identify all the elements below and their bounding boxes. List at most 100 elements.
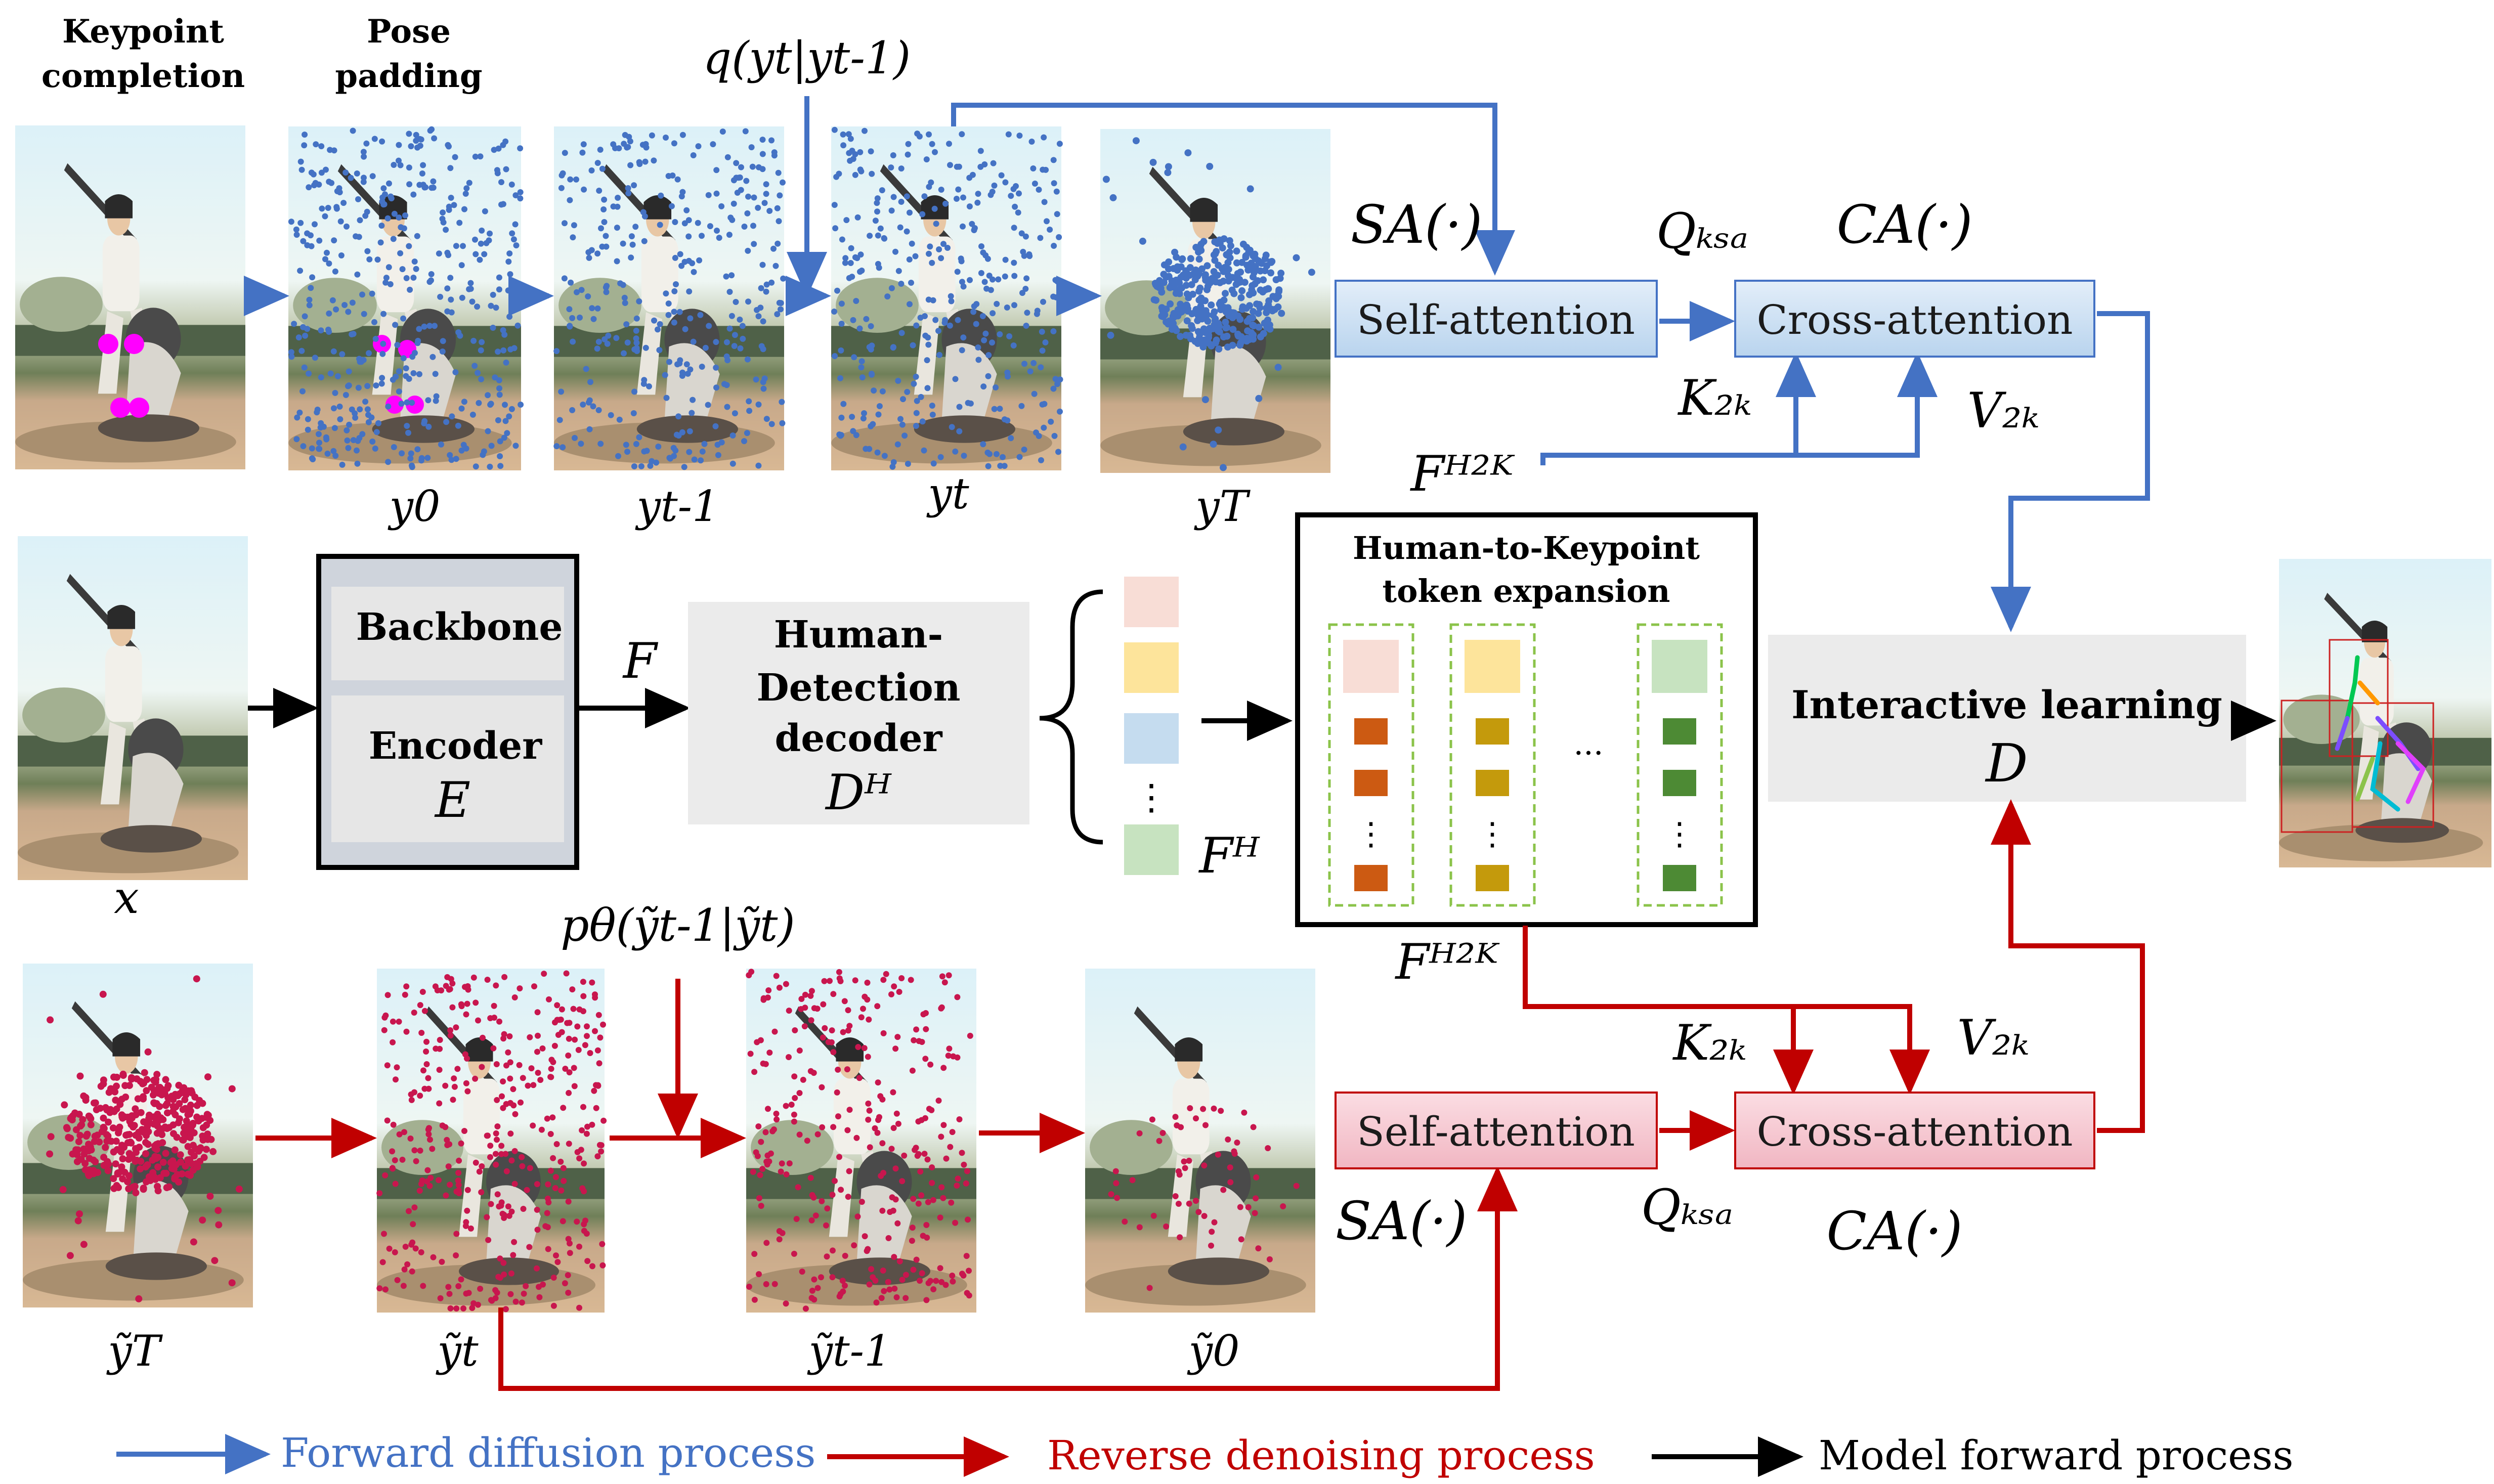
noise-point — [464, 1207, 470, 1214]
noise-point — [561, 1177, 567, 1184]
noise-point — [565, 1289, 572, 1296]
noise-point — [163, 1125, 171, 1132]
noise-point — [159, 1116, 167, 1123]
noise-point — [76, 1210, 83, 1217]
noise-point — [755, 401, 762, 408]
noise-point — [545, 1181, 551, 1188]
noise-point — [426, 1125, 432, 1131]
noise-point — [348, 174, 354, 181]
noise-point — [382, 1172, 389, 1179]
noise-point — [598, 1142, 605, 1149]
noise-point — [728, 313, 735, 319]
noise-point — [324, 450, 331, 457]
noise-point — [581, 1160, 587, 1167]
noise-point — [298, 166, 305, 173]
noise-point — [557, 1158, 564, 1165]
image-yt-1-tilde — [746, 969, 976, 1313]
noise-points-yt-1-tilde — [746, 969, 973, 1312]
noise-point — [411, 258, 418, 265]
noise-point — [1201, 1213, 1208, 1219]
noise-point — [836, 1293, 843, 1300]
noise-point — [1018, 230, 1025, 237]
noise-point — [519, 1299, 525, 1306]
noise-point — [479, 227, 485, 234]
noise-point — [331, 237, 337, 244]
noise-point — [455, 1169, 462, 1176]
noise-point — [535, 1070, 541, 1076]
noise-point — [508, 1270, 514, 1277]
noise-point — [835, 1066, 841, 1073]
noise-point — [80, 1092, 88, 1100]
noise-point — [342, 391, 349, 398]
noise-point — [642, 344, 649, 351]
noise-point — [464, 1088, 471, 1095]
noise-point — [604, 340, 611, 347]
noise-point — [404, 399, 410, 406]
noise-point — [885, 1279, 891, 1285]
noise-point — [1016, 454, 1023, 460]
noise-point — [447, 1032, 454, 1039]
noise-point — [761, 200, 768, 206]
noise-point — [1253, 1174, 1260, 1181]
noise-point — [424, 455, 431, 461]
noise-point — [961, 453, 967, 459]
noise-point — [1011, 259, 1017, 266]
noise-point — [822, 1025, 828, 1031]
noise-point — [331, 425, 338, 431]
noise-point — [758, 1203, 764, 1209]
noise-point — [600, 1117, 607, 1124]
noise-point — [629, 241, 636, 248]
noise-point — [866, 1281, 873, 1288]
noise-point — [969, 221, 975, 227]
image-yt-1 — [553, 126, 786, 470]
label-forward-ca: CA(·) — [1837, 194, 1973, 255]
noise-point — [685, 217, 692, 224]
noise-point — [316, 431, 322, 438]
noise-point — [919, 1270, 925, 1277]
noise-point — [204, 1073, 211, 1081]
svg-text:⋮: ⋮ — [1134, 776, 1169, 818]
noise-point — [799, 1269, 805, 1275]
noise-point — [1250, 308, 1257, 315]
noise-point — [341, 302, 348, 308]
noise-point — [755, 1123, 762, 1129]
noise-point — [397, 250, 404, 256]
noise-point — [1179, 271, 1187, 279]
noise-point — [175, 1178, 182, 1186]
noise-point — [1026, 251, 1033, 257]
noise-point — [135, 1128, 143, 1136]
noise-point — [301, 364, 308, 371]
noise-point — [593, 1105, 599, 1111]
noise-point — [894, 441, 901, 448]
noise-point — [580, 141, 587, 148]
noise-point — [425, 423, 432, 430]
noise-point — [566, 306, 573, 313]
noise-point — [1001, 463, 1008, 469]
noise-point — [322, 213, 328, 220]
noise-point — [445, 252, 452, 258]
header-pose-padding-2: padding — [335, 57, 482, 95]
noise-point — [94, 1131, 101, 1139]
noise-point — [917, 1278, 923, 1284]
noise-point — [1200, 1106, 1207, 1112]
noise-point — [361, 311, 367, 317]
noise-point — [150, 1091, 157, 1099]
noise-point — [997, 331, 1003, 337]
noise-point — [495, 348, 501, 355]
noise-point — [977, 148, 984, 154]
noise-point — [1220, 1187, 1227, 1193]
noise-point — [601, 336, 608, 342]
noise-point — [1152, 296, 1159, 304]
noise-point — [791, 1111, 797, 1118]
noise-point — [498, 179, 504, 186]
noise-point — [1019, 290, 1025, 296]
noise-point — [1040, 166, 1046, 173]
noise-point — [88, 1146, 95, 1154]
noise-points-yt — [831, 126, 1063, 470]
noise-point — [534, 1206, 540, 1213]
noise-point — [1242, 304, 1250, 312]
noise-point — [301, 142, 308, 149]
noise-point — [372, 336, 379, 342]
noise-point — [324, 249, 330, 256]
noise-point — [916, 133, 923, 140]
